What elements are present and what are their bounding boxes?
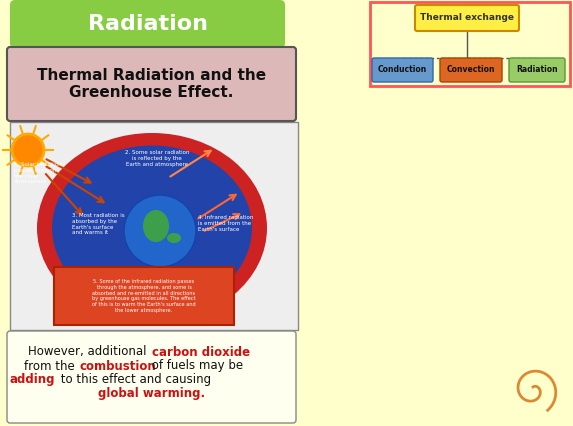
Text: Radiation: Radiation bbox=[516, 66, 558, 75]
FancyBboxPatch shape bbox=[440, 58, 502, 82]
Text: from the: from the bbox=[23, 360, 78, 372]
Text: 1. Solar radiation
passes through
the clear
atmosphere: 1. Solar radiation passes through the cl… bbox=[14, 162, 62, 184]
Text: of fuels may be: of fuels may be bbox=[148, 360, 243, 372]
Text: global warming.: global warming. bbox=[99, 388, 206, 400]
Text: Thermal Radiation and the
Greenhouse Effect.: Thermal Radiation and the Greenhouse Eff… bbox=[37, 68, 266, 100]
Text: Thermal exchange: Thermal exchange bbox=[420, 14, 514, 23]
Text: carbon dioxide: carbon dioxide bbox=[152, 345, 250, 359]
FancyBboxPatch shape bbox=[7, 47, 296, 121]
FancyBboxPatch shape bbox=[415, 5, 519, 31]
Text: However, additional: However, additional bbox=[28, 345, 150, 359]
Ellipse shape bbox=[143, 210, 169, 242]
Circle shape bbox=[124, 195, 196, 267]
FancyBboxPatch shape bbox=[370, 2, 570, 86]
FancyBboxPatch shape bbox=[10, 0, 285, 48]
FancyBboxPatch shape bbox=[7, 331, 296, 423]
Text: 4. Infrared radiation
is emitted from the
Earth's surface: 4. Infrared radiation is emitted from th… bbox=[198, 215, 253, 232]
Text: adding: adding bbox=[10, 374, 55, 386]
Ellipse shape bbox=[37, 133, 267, 323]
FancyBboxPatch shape bbox=[10, 122, 298, 330]
Text: 2. Some solar radiation
is reflected by the
Earth and atmosphere: 2. Some solar radiation is reflected by … bbox=[125, 150, 189, 167]
Text: Convection: Convection bbox=[447, 66, 495, 75]
Text: Conduction: Conduction bbox=[378, 66, 427, 75]
Text: Radiation: Radiation bbox=[88, 14, 207, 34]
Ellipse shape bbox=[52, 146, 252, 311]
Ellipse shape bbox=[167, 233, 181, 243]
FancyBboxPatch shape bbox=[509, 58, 565, 82]
Text: 3. Most radiation is
absorbed by the
Earth's surface
and warms it: 3. Most radiation is absorbed by the Ear… bbox=[72, 213, 124, 236]
Text: 5. Some of the infrared radiation passes
through the atmosphere, and some is
abs: 5. Some of the infrared radiation passes… bbox=[92, 279, 196, 313]
Circle shape bbox=[12, 134, 44, 166]
FancyBboxPatch shape bbox=[54, 267, 234, 325]
FancyBboxPatch shape bbox=[372, 58, 433, 82]
Text: combustion: combustion bbox=[80, 360, 157, 372]
Text: to this effect and causing: to this effect and causing bbox=[57, 374, 211, 386]
